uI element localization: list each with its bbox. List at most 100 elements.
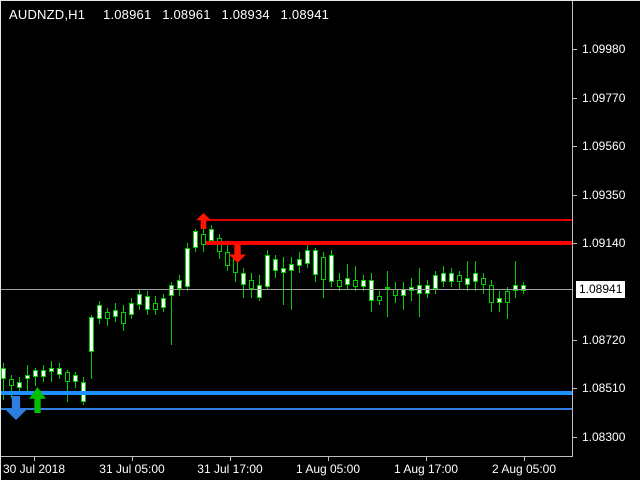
bull-candle-body bbox=[25, 375, 30, 379]
candle-wick bbox=[515, 261, 516, 298]
price-tick-label: 1.09350 bbox=[582, 188, 626, 202]
resistance-line-thick[interactable] bbox=[206, 241, 572, 245]
bear-candle-body bbox=[505, 291, 510, 303]
bull-candle-body bbox=[97, 305, 102, 319]
price-tick bbox=[573, 49, 577, 50]
symbol-timeframe-label: AUDNZD,H1 bbox=[9, 7, 86, 22]
price-tick-label: 1.08720 bbox=[582, 333, 626, 347]
time-tick bbox=[524, 457, 525, 461]
bull-candle-body bbox=[473, 273, 478, 282]
red-up-arrow[interactable] bbox=[195, 213, 211, 229]
close-value: 1.08941 bbox=[280, 7, 330, 22]
price-tick-label: 1.08510 bbox=[582, 381, 626, 395]
candle-wick bbox=[283, 257, 284, 305]
bear-candle-body bbox=[489, 285, 494, 303]
bull-candle-body bbox=[1, 368, 6, 379]
time-tick-label: 31 Jul 05:00 bbox=[99, 462, 165, 476]
bear-candle-body bbox=[65, 372, 70, 382]
bear-candle-body bbox=[337, 280, 342, 287]
bull-candle-body bbox=[185, 248, 190, 287]
candle-wick bbox=[387, 271, 388, 317]
bull-candle-body bbox=[297, 259, 302, 266]
bear-candle-body bbox=[201, 234, 206, 245]
bull-candle-body bbox=[257, 285, 262, 298]
bull-candle-body bbox=[177, 280, 182, 289]
candle-wick bbox=[467, 261, 468, 291]
bear-candle-body bbox=[249, 280, 254, 289]
support-line-thin[interactable] bbox=[1, 408, 572, 410]
time-tick-label: 31 Jul 17:00 bbox=[197, 462, 263, 476]
price-tick bbox=[573, 437, 577, 438]
time-tick bbox=[132, 457, 133, 461]
bull-candle-body bbox=[113, 310, 118, 317]
open-value: 1.08961 bbox=[103, 7, 152, 22]
bull-candle-body bbox=[449, 273, 454, 282]
bull-candle-body bbox=[433, 275, 438, 289]
bear-candle-body bbox=[457, 275, 462, 282]
support-line-thick[interactable] bbox=[1, 391, 572, 395]
bull-candle-body bbox=[129, 303, 134, 315]
price-tick bbox=[573, 146, 577, 147]
bear-candle-body bbox=[9, 379, 14, 386]
candle-wick bbox=[291, 257, 292, 310]
price-tick-label: 1.08300 bbox=[582, 430, 626, 444]
bull-candle-body bbox=[289, 264, 294, 271]
bear-candle-body bbox=[481, 278, 486, 285]
time-axis[interactable]: 30 Jul 2018 31 Jul 05:00 31 Jul 17:00 1 Aug… bbox=[1, 456, 573, 480]
price-tick bbox=[573, 243, 577, 244]
bull-candle-body bbox=[305, 250, 310, 264]
time-tick-label: 30 Jul 2018 bbox=[2, 462, 66, 476]
time-tick-label: 1 Aug 17:00 bbox=[393, 462, 459, 476]
bid-price-line bbox=[1, 289, 572, 290]
bear-candle-body bbox=[225, 252, 230, 266]
candle-wick bbox=[403, 282, 404, 310]
bull-candle-body bbox=[17, 382, 22, 388]
bull-candle-body bbox=[41, 370, 46, 377]
price-tick bbox=[573, 340, 577, 341]
low-value: 1.08934 bbox=[221, 7, 270, 22]
bull-candle-body bbox=[521, 285, 526, 291]
time-tick bbox=[328, 457, 329, 461]
time-tick-label: 1 Aug 05:00 bbox=[295, 462, 361, 476]
candle-wick bbox=[355, 266, 356, 291]
candle-wick bbox=[347, 264, 348, 289]
red-down-arrow[interactable] bbox=[228, 244, 246, 263]
candle-wick bbox=[11, 375, 12, 398]
green-up-arrow[interactable] bbox=[28, 387, 46, 413]
bear-candle-body bbox=[393, 289, 398, 296]
bull-candle-body bbox=[241, 273, 246, 285]
bid-price-label: 1.08941 bbox=[576, 281, 626, 298]
bull-candle-body bbox=[345, 278, 350, 285]
candle-wick bbox=[67, 370, 68, 402]
price-axis[interactable]: 1.08941 1.09980 1.09770 1.09560 1.09350 1.09… bbox=[572, 1, 640, 456]
price-chart-canvas[interactable] bbox=[1, 1, 572, 456]
price-tick-label: 1.09560 bbox=[582, 139, 626, 153]
bull-candle-body bbox=[49, 368, 54, 372]
bull-candle-body bbox=[313, 250, 318, 275]
price-tick bbox=[573, 195, 577, 196]
resistance-line-thin[interactable] bbox=[206, 219, 572, 221]
candle-wick bbox=[171, 282, 172, 345]
bull-candle-body bbox=[89, 317, 94, 352]
bull-candle-body bbox=[57, 368, 62, 375]
bull-candle-body bbox=[209, 229, 214, 241]
bull-candle-body bbox=[361, 280, 366, 287]
high-value: 1.08961 bbox=[162, 7, 211, 22]
ohlc-readout: AUDNZD,H1 1.08961 1.08961 1.08934 1.0894… bbox=[9, 7, 329, 22]
bear-candle-body bbox=[217, 238, 222, 252]
bull-candle-body bbox=[145, 296, 150, 310]
time-tick bbox=[230, 457, 231, 461]
bull-candle-body bbox=[161, 298, 166, 308]
bear-candle-body bbox=[353, 280, 358, 287]
time-tick bbox=[426, 457, 427, 461]
price-tick-label: 1.09140 bbox=[582, 236, 626, 250]
bear-candle-body bbox=[153, 303, 158, 310]
price-tick-label: 1.09770 bbox=[582, 91, 626, 105]
bull-candle-body bbox=[329, 255, 334, 282]
blue-down-arrow[interactable] bbox=[5, 396, 27, 420]
price-tick bbox=[573, 388, 577, 389]
bull-candle-body bbox=[513, 285, 518, 291]
bull-candle-body bbox=[369, 280, 374, 301]
price-tick-label: 1.09980 bbox=[582, 42, 626, 56]
